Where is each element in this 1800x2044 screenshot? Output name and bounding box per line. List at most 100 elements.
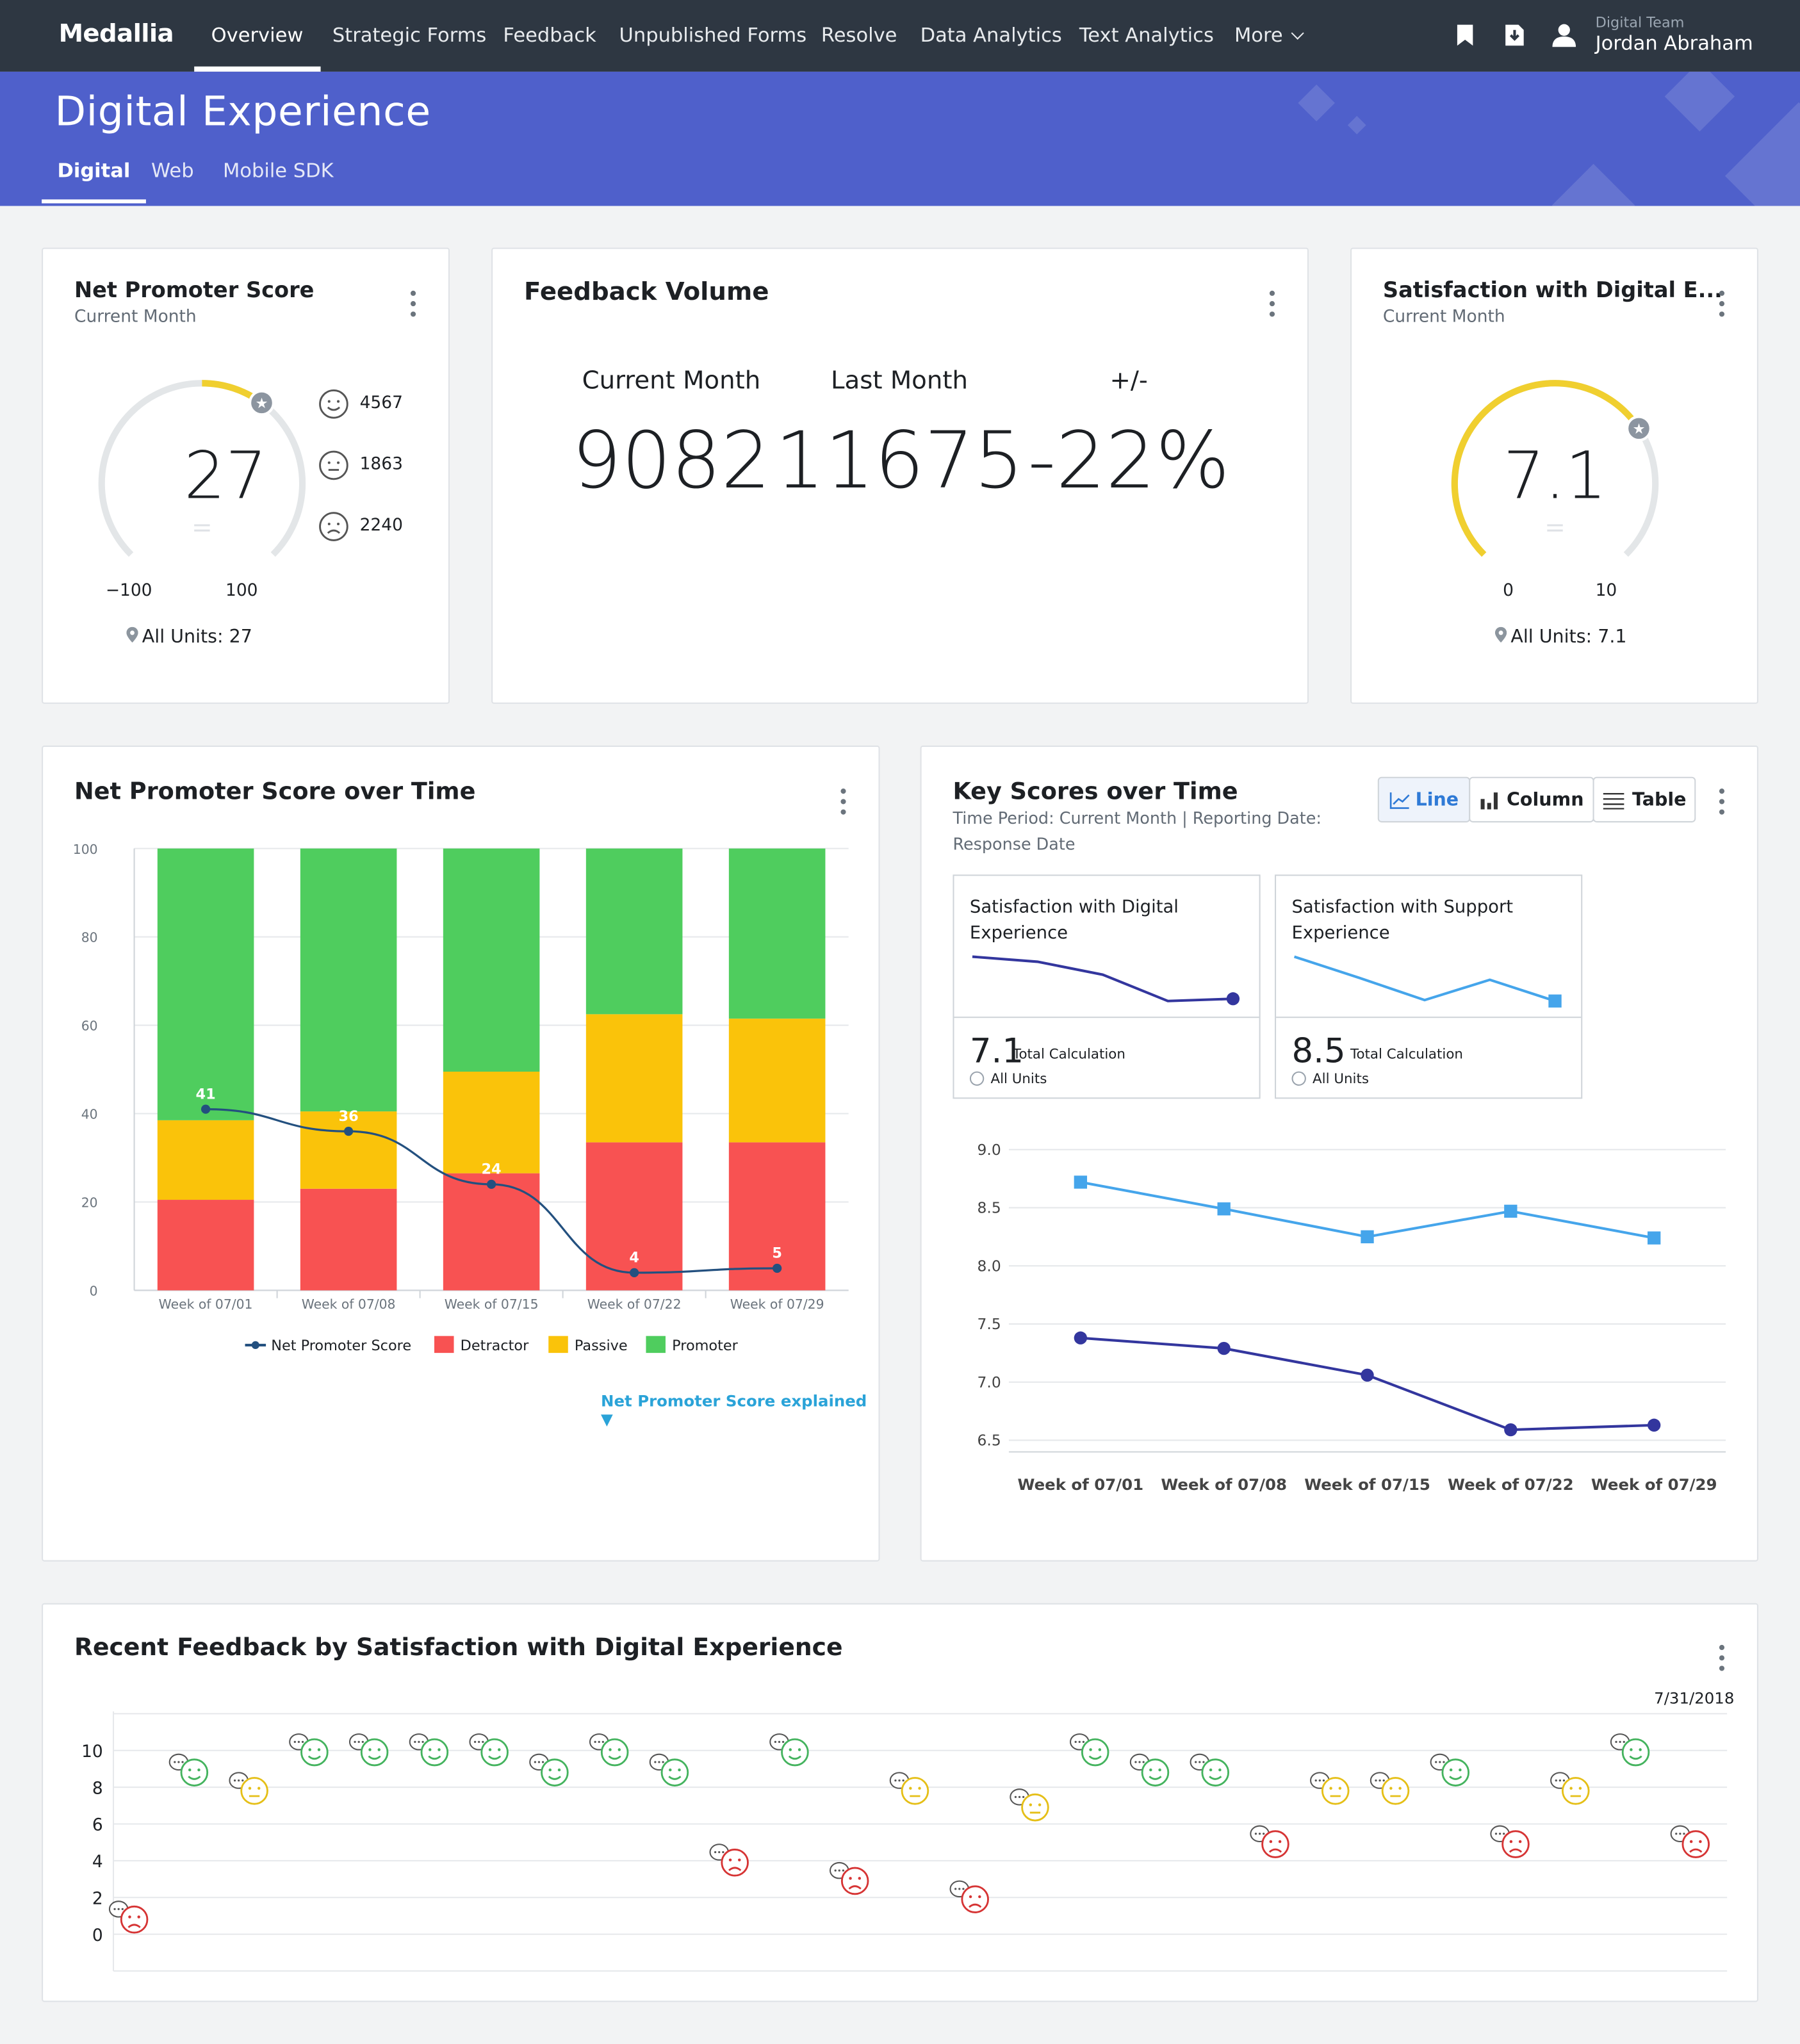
- series-point[interactable]: [1217, 1341, 1231, 1355]
- tab-web[interactable]: Web: [151, 159, 194, 183]
- bar-promoter[interactable]: [157, 848, 254, 1120]
- nav-data-analytics[interactable]: Data Analytics: [920, 23, 1062, 47]
- series-point[interactable]: [1361, 1368, 1374, 1382]
- nav-overview[interactable]: Overview: [194, 23, 320, 72]
- happy-feedback-icon[interactable]: [409, 1733, 449, 1767]
- happy-feedback-icon[interactable]: [589, 1733, 629, 1767]
- nav-unpublished-forms[interactable]: Unpublished Forms: [619, 23, 807, 47]
- face-outline: [120, 1905, 149, 1934]
- happy-feedback-icon[interactable]: [1070, 1733, 1109, 1767]
- card-menu-button[interactable]: [1719, 290, 1725, 317]
- happy-feedback-icon[interactable]: [168, 1753, 209, 1786]
- series-point[interactable]: [1074, 1331, 1088, 1345]
- bar-detractor[interactable]: [443, 1173, 540, 1291]
- legend-label: Passive: [575, 1337, 628, 1354]
- view-line-button[interactable]: Line: [1377, 776, 1471, 822]
- sad-feedback-icon[interactable]: [108, 1901, 149, 1934]
- mini-score-value: 8.5: [1291, 1032, 1346, 1072]
- series-point[interactable]: [1647, 1418, 1661, 1432]
- happy-feedback-icon[interactable]: [469, 1733, 509, 1767]
- bar-detractor[interactable]: [300, 1188, 397, 1291]
- happy-feedback-icon[interactable]: [769, 1733, 809, 1767]
- nps-point[interactable]: [343, 1127, 354, 1136]
- neutral-feedback-icon[interactable]: [1310, 1772, 1350, 1805]
- sad-feedback-icon[interactable]: [1490, 1825, 1530, 1858]
- export-icon[interactable]: [1501, 22, 1528, 49]
- sad-feedback-icon[interactable]: [709, 1844, 749, 1877]
- sad-feedback-icon[interactable]: [949, 1880, 989, 1913]
- mini-score-digital[interactable]: Satisfaction with Digital Experience 7.1…: [953, 874, 1261, 1099]
- bar-passive[interactable]: [157, 1120, 254, 1200]
- mini-score-support[interactable]: Satisfaction with Support Experience 8.5 …: [1275, 874, 1583, 1099]
- face-outline: [360, 1738, 389, 1767]
- nav-resolve[interactable]: Resolve: [821, 23, 897, 47]
- happy-feedback-icon[interactable]: [1430, 1753, 1470, 1786]
- passive-face-icon: [319, 450, 348, 480]
- card-menu-button[interactable]: [840, 789, 846, 815]
- series-point[interactable]: [1361, 1230, 1374, 1243]
- face-outline: [420, 1738, 449, 1767]
- bar-detractor[interactable]: [157, 1200, 254, 1291]
- tab-digital[interactable]: Digital: [42, 159, 146, 204]
- neutral-feedback-icon[interactable]: [889, 1772, 929, 1805]
- face-mouth: [428, 1755, 441, 1760]
- nav-feedback[interactable]: Feedback: [503, 23, 596, 47]
- nps-point[interactable]: [486, 1179, 496, 1190]
- nps-point[interactable]: [200, 1104, 211, 1114]
- happy-feedback-icon[interactable]: [1129, 1753, 1170, 1786]
- all-units-label[interactable]: All Units: 27: [126, 626, 252, 648]
- mini-score-title: Satisfaction with Support Experience: [1291, 894, 1513, 946]
- user-name[interactable]: Jordan Abraham: [1595, 31, 1753, 55]
- series-point[interactable]: [1504, 1204, 1518, 1218]
- y-tick-label: 6: [92, 1815, 103, 1835]
- happy-feedback-icon[interactable]: [649, 1753, 689, 1786]
- medallia-logo[interactable]: Medallia: [58, 19, 174, 49]
- nav-more[interactable]: More: [1234, 24, 1305, 47]
- bar-passive[interactable]: [300, 1111, 397, 1189]
- bar-passive[interactable]: [728, 1018, 826, 1143]
- happy-feedback-icon[interactable]: [348, 1733, 389, 1767]
- series-point[interactable]: [1217, 1202, 1231, 1216]
- happy-feedback-icon[interactable]: [529, 1753, 569, 1786]
- card-menu-button[interactable]: [1269, 290, 1275, 317]
- view-table-button[interactable]: Table: [1592, 776, 1696, 822]
- nps-data-label: 36: [339, 1108, 359, 1125]
- series-point[interactable]: [1647, 1231, 1661, 1245]
- sad-feedback-icon[interactable]: [1250, 1825, 1289, 1858]
- neutral-feedback-icon[interactable]: [1550, 1772, 1590, 1805]
- nav-text-analytics[interactable]: Text Analytics: [1079, 23, 1214, 47]
- sad-feedback-icon[interactable]: [1670, 1825, 1710, 1858]
- bar-promoter[interactable]: [585, 848, 683, 1015]
- y-tick-label: 40: [81, 1107, 98, 1122]
- happy-feedback-icon[interactable]: [289, 1733, 329, 1767]
- star-icon: ★: [1632, 421, 1645, 437]
- card-menu-button[interactable]: [1719, 789, 1725, 815]
- bar-passive[interactable]: [585, 1014, 683, 1143]
- neutral-feedback-icon[interactable]: [1010, 1788, 1049, 1822]
- gauge-value-arc: [1451, 380, 1642, 557]
- sad-feedback-icon[interactable]: [829, 1861, 869, 1895]
- neutral-feedback-icon[interactable]: [229, 1772, 268, 1805]
- series-point[interactable]: [1074, 1175, 1088, 1189]
- nps-explained-link[interactable]: Net Promoter Score explained ▼: [601, 1392, 878, 1428]
- bar-passive[interactable]: [443, 1072, 540, 1173]
- nav-strategic-forms[interactable]: Strategic Forms: [332, 23, 487, 47]
- series-point[interactable]: [1504, 1423, 1518, 1437]
- tab-mobile-sdk[interactable]: Mobile SDK: [222, 159, 334, 183]
- view-column-button[interactable]: Column: [1469, 776, 1594, 822]
- card-menu-button[interactable]: [410, 290, 416, 317]
- bookmark-icon[interactable]: [1452, 22, 1478, 49]
- happy-feedback-icon[interactable]: [1190, 1753, 1229, 1786]
- all-units-label[interactable]: All Units: 7.1: [1494, 626, 1626, 648]
- bar-promoter[interactable]: [300, 848, 397, 1112]
- face-outline: [1261, 1830, 1289, 1858]
- happy-feedback-icon[interactable]: [1610, 1733, 1650, 1767]
- nps-point[interactable]: [630, 1268, 639, 1277]
- sparkline-support: [1293, 955, 1562, 1008]
- card-menu-button[interactable]: [1719, 1644, 1725, 1671]
- bar-promoter[interactable]: [443, 848, 540, 1072]
- nps-point[interactable]: [773, 1263, 782, 1273]
- user-icon[interactable]: [1551, 22, 1577, 49]
- bar-promoter[interactable]: [728, 848, 826, 1019]
- neutral-feedback-icon[interactable]: [1370, 1772, 1410, 1805]
